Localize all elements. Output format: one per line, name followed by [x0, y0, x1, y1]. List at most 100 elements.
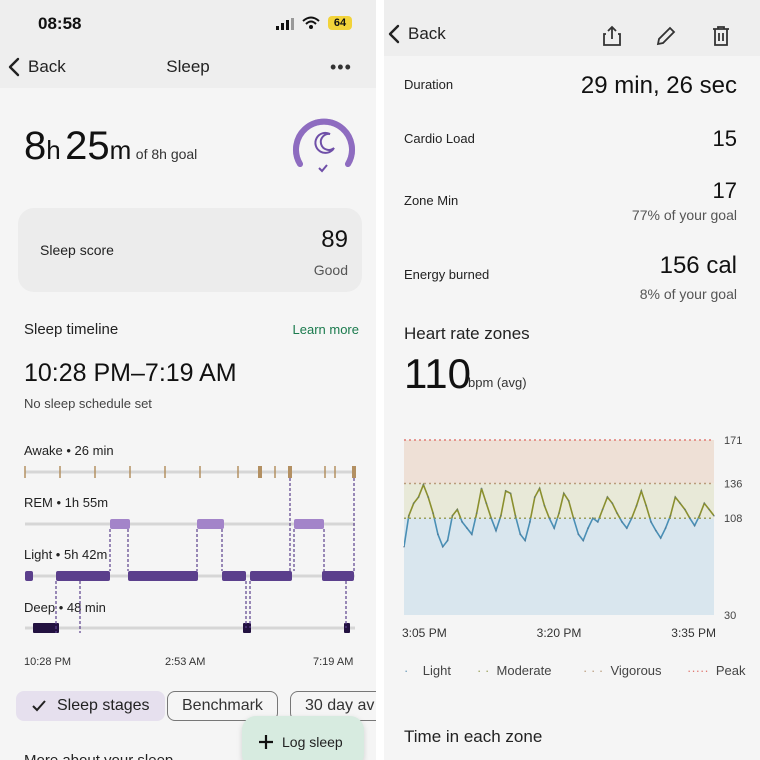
heart-rate-point — [485, 502, 488, 505]
heart-rate-point — [451, 514, 454, 517]
log-sleep-label: Log sleep — [282, 734, 343, 750]
stat-energy-label: Energy burned — [404, 267, 490, 282]
sleep-schedule-status: No sleep schedule set — [24, 396, 152, 411]
sleep-score-rating: Good — [313, 262, 348, 278]
heart-rate-point — [596, 521, 599, 523]
back-button[interactable]: Back — [8, 56, 66, 78]
heart-rate-point — [630, 517, 633, 520]
exercise-detail-screen: Back Duration 29 min, 26 sec Cardio Load… — [384, 0, 760, 760]
delete-icon[interactable] — [709, 24, 733, 48]
heart-rate-point — [446, 539, 449, 542]
status-time: 08:58 — [38, 14, 82, 33]
y-tick-label: 108 — [724, 513, 742, 525]
share-icon[interactable] — [600, 24, 624, 48]
heart-rate-point — [533, 496, 536, 498]
heart-rate-point — [495, 529, 497, 532]
zone-band-vigorous — [404, 440, 714, 484]
heart-rate-point — [582, 539, 585, 542]
awake-block — [288, 466, 292, 478]
light-segment — [322, 571, 354, 581]
x-tick-label: 3:35 PM — [671, 626, 716, 640]
heart-rate-point — [654, 529, 657, 532]
duration-goal: of 8h goal — [135, 146, 198, 162]
light-segment — [128, 571, 198, 581]
x-tick-label: 3:20 PM — [537, 626, 582, 640]
learn-more-link[interactable]: Learn more — [292, 322, 359, 337]
heart-rate-point — [708, 508, 711, 511]
heart-rate-point — [640, 489, 643, 492]
stat-duration-value: 29 min, 26 sec — [580, 72, 737, 99]
timeline-axis-end: 7:19 AM — [313, 656, 354, 668]
legend-moderate: · · Moderate — [477, 663, 552, 678]
back-label-right: Back — [408, 24, 446, 43]
chip-sleep-stages[interactable]: Sleep stages — [16, 691, 165, 721]
heart-rate-point — [625, 527, 628, 530]
heart-rate-point — [669, 514, 672, 517]
heart-rate-point — [432, 512, 434, 515]
edit-icon[interactable] — [654, 24, 678, 48]
heart-rate-point — [713, 514, 715, 517]
awake-block — [352, 466, 356, 478]
heart-rate-point — [466, 527, 468, 530]
stat-energy-value: 156 cal — [659, 252, 737, 279]
heart-rate-point — [548, 517, 551, 520]
rem-segment — [294, 519, 324, 529]
deep-segment — [344, 623, 350, 633]
heart-rate-point — [621, 521, 623, 523]
stat-zone-min-goal: 77% of your goal — [631, 207, 737, 223]
heart-rate-point — [635, 504, 638, 507]
sleep-time-range: 10:28 PM–7:19 AM — [24, 359, 237, 387]
heart-rate-avg-value: 110 — [404, 350, 471, 397]
sleep-score-value: 89 — [321, 226, 348, 253]
legend-light: · Light — [404, 663, 451, 678]
chevron-left-icon — [388, 24, 400, 44]
heart-rate-point — [480, 487, 483, 490]
deep-segment — [243, 623, 251, 633]
duration-minutes-unit: m — [109, 135, 132, 165]
heart-rate-point — [407, 514, 410, 517]
heart-rate-point — [679, 502, 681, 505]
heart-rate-point — [514, 514, 517, 517]
heart-rate-point — [674, 496, 677, 498]
more-options-icon[interactable]: ••• — [330, 57, 352, 77]
wifi-icon — [302, 16, 320, 29]
chip-benchmark[interactable]: Benchmark — [167, 691, 278, 721]
legend-moderate-label: Moderate — [496, 663, 552, 678]
stage-label-rem: REM • 1h 55m — [24, 495, 109, 510]
log-sleep-button[interactable]: Log sleep — [242, 716, 364, 760]
heart-rate-point — [567, 499, 570, 502]
stat-energy-goal: 8% of your goal — [639, 286, 737, 302]
back-button-right[interactable]: Back — [388, 24, 446, 44]
sleep-score-card[interactable] — [18, 208, 362, 292]
duration-hours: 8 — [24, 124, 47, 168]
panel-divider — [376, 0, 384, 760]
heart-rate-point — [572, 517, 575, 520]
battery-indicator: 64 — [328, 16, 352, 30]
light-segment — [56, 571, 110, 581]
legend-vigorous-label: Vigorous — [610, 663, 662, 678]
sleep-stages-chart — [24, 466, 356, 633]
sleep-goal-ring — [293, 118, 355, 173]
y-tick-label: 171 — [724, 435, 742, 447]
y-tick-label: 30 — [724, 610, 736, 622]
heart-rate-point — [529, 521, 531, 523]
heart-rate-point — [475, 512, 478, 515]
heart-rate-point — [703, 502, 706, 505]
sleep-screen: 08:58 64 Back Sleep ••• 8h 25m of 8h goa… — [0, 0, 376, 760]
heart-rate-point — [645, 504, 648, 507]
sleep-duration: 8h 25m of 8h goal — [24, 124, 197, 169]
chevron-left-icon — [8, 57, 20, 77]
light-segment — [222, 571, 246, 581]
heart-rate-point — [664, 527, 667, 530]
chip-sleep-stages-label: Sleep stages — [57, 697, 150, 714]
top-bar — [384, 0, 760, 56]
legend-light-label: Light — [422, 663, 451, 678]
heart-rate-point — [543, 504, 546, 507]
sleep-timeline-title: Sleep timeline — [24, 321, 119, 338]
heart-rate-point — [519, 533, 522, 536]
heart-rate-line-low — [404, 518, 700, 549]
heart-rate-point — [659, 537, 662, 539]
heart-rate-point — [504, 489, 507, 492]
heart-rate-point — [427, 496, 430, 498]
heart-rate-point — [650, 521, 652, 523]
